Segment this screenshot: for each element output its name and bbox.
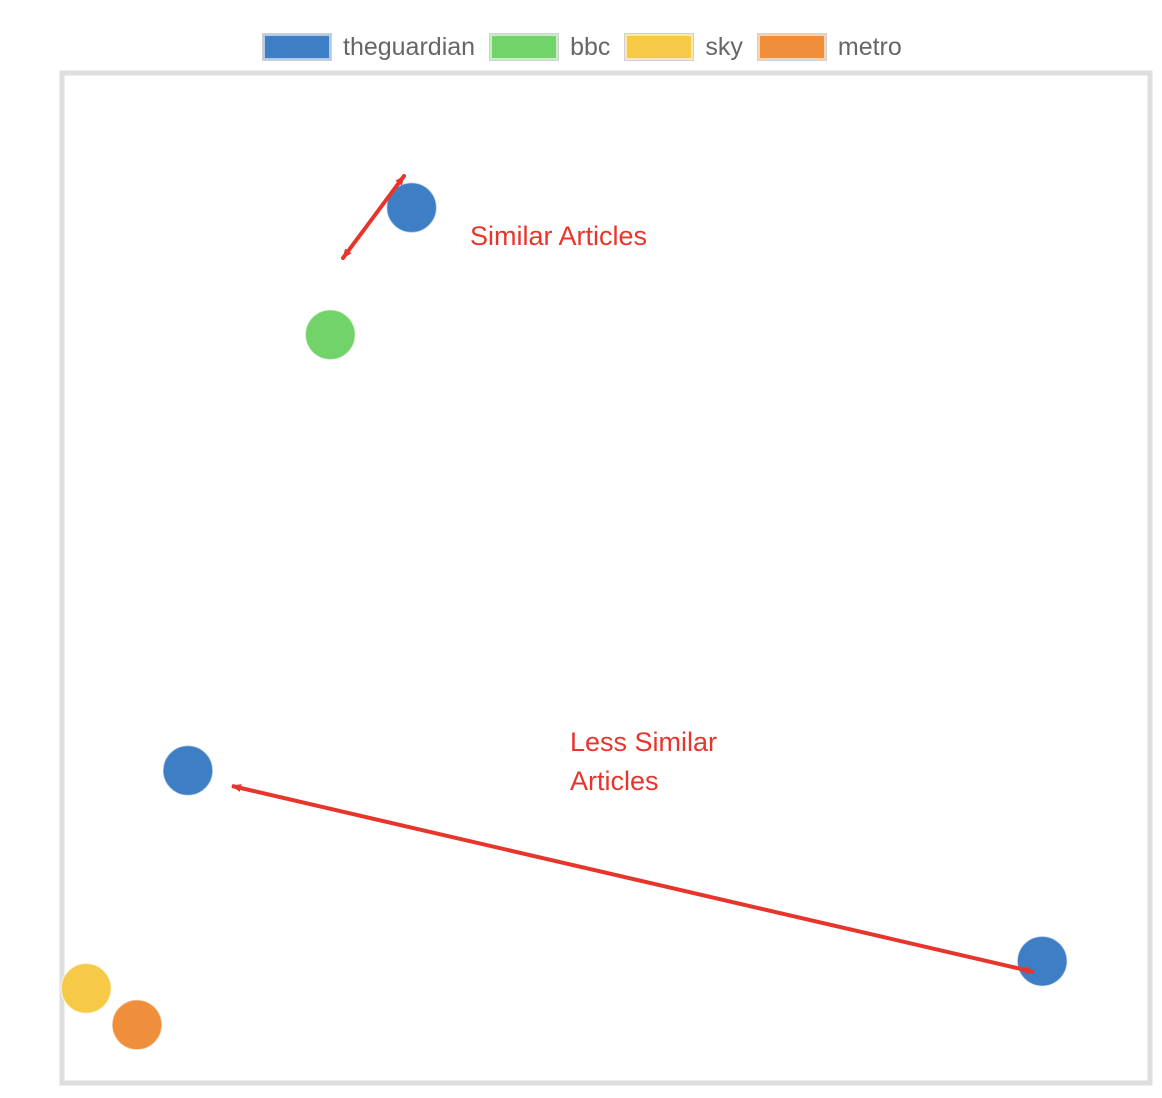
plot-frame: [59, 70, 1153, 1086]
less-similar-arrow: [231, 784, 1035, 974]
legend-swatch-bbc: [489, 33, 560, 61]
chart-legend: theguardian bbc sky metro: [262, 31, 917, 63]
less-similar-label-line1: Less Similar: [570, 727, 717, 757]
legend-swatch-metro: [756, 33, 827, 61]
legend-label-metro: metro: [837, 33, 902, 61]
legend-label-bbc: bbc: [570, 33, 611, 61]
points-layer: [60, 181, 1068, 1051]
similar-articles-label: Similar Articles: [470, 221, 647, 251]
less-similar-label-line2: Articles: [570, 766, 659, 796]
legend-item-metro[interactable]: metro: [756, 31, 902, 63]
data-point-metro-1[interactable]: [111, 999, 163, 1051]
legend-item-theguardian[interactable]: theguardian: [262, 31, 476, 63]
data-point-bbc-1[interactable]: [304, 308, 357, 361]
similar-arrow: [341, 174, 406, 260]
data-point-theguardian-3[interactable]: [1016, 935, 1068, 987]
legend-swatch-sky: [624, 33, 695, 61]
data-point-theguardian-2[interactable]: [162, 744, 214, 797]
legend-item-sky[interactable]: sky: [624, 31, 743, 63]
legend-label-theguardian: theguardian: [343, 33, 476, 61]
legend-swatch-theguardian: [262, 33, 332, 61]
data-point-sky-1[interactable]: [60, 962, 112, 1015]
legend-label-sky: sky: [705, 33, 743, 61]
legend-item-bbc[interactable]: bbc: [489, 31, 611, 63]
